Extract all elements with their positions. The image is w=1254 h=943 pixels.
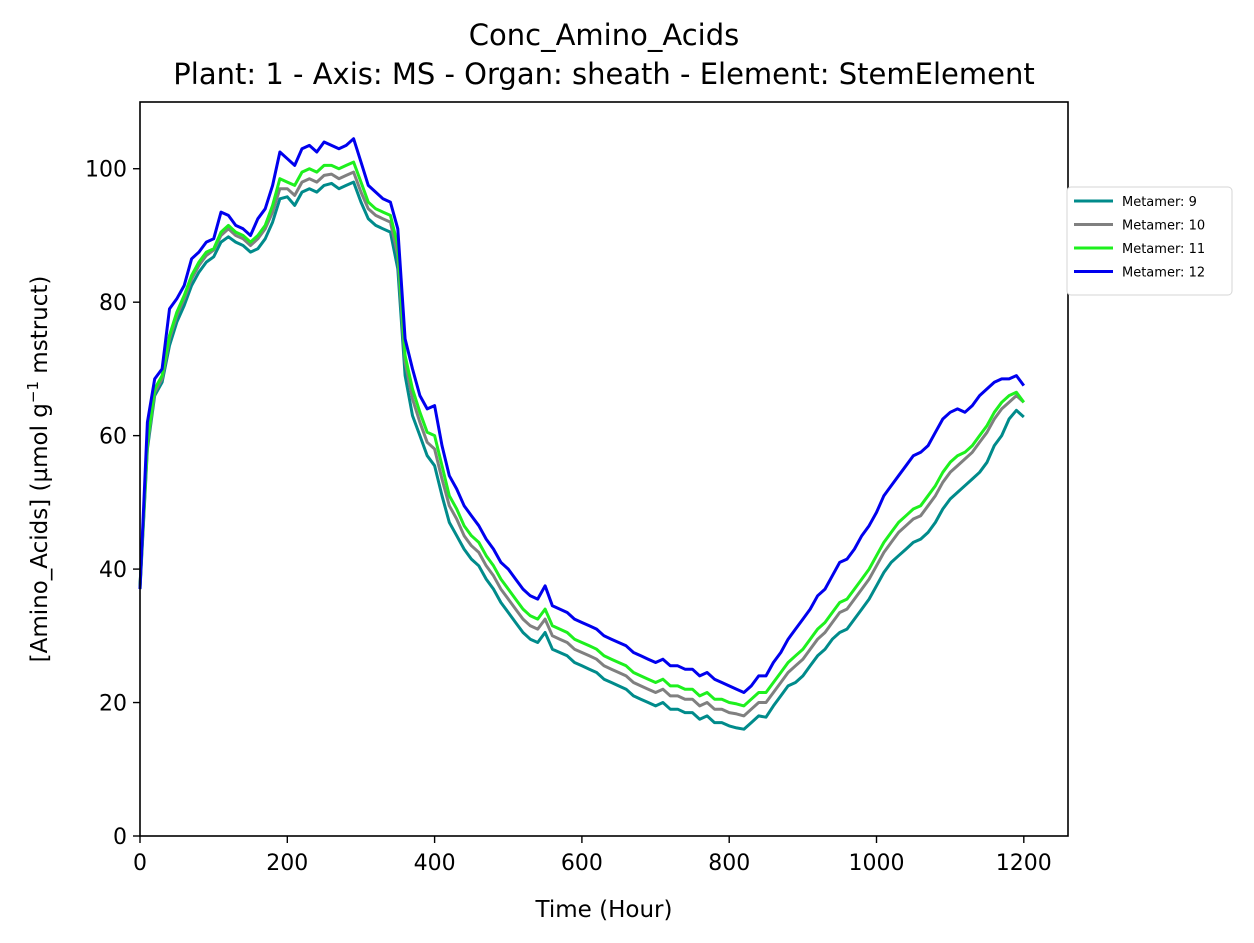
y-axis-label-superscript: −1 bbox=[24, 381, 42, 403]
x-tick-label: 600 bbox=[561, 851, 603, 876]
series-line-metamer-4 bbox=[138, 137, 1026, 694]
y-axis: 0 20 40 60 80 100 bbox=[85, 158, 140, 850]
plot-frame bbox=[139, 101, 1069, 837]
legend-label: Metamer: 11 bbox=[1122, 242, 1205, 257]
series-line-metamer-1 bbox=[138, 180, 1025, 731]
y-axis-label: [Amino_Acids] (µmol g−1 mstruct) bbox=[24, 276, 53, 663]
series-line-metamer-2 bbox=[138, 170, 1025, 718]
chart-subtitle: Plant: 1 - Axis: MS - Organ: sheath - El… bbox=[173, 57, 1034, 91]
legend-label: Metamer: 10 bbox=[1122, 219, 1205, 234]
y-tick-label: 0 bbox=[113, 825, 127, 850]
y-tick-label: 20 bbox=[99, 692, 127, 717]
y-axis-label-tail: mstruct) bbox=[27, 276, 53, 381]
x-tick-label: 200 bbox=[266, 851, 308, 876]
y-tick-label: 40 bbox=[99, 558, 127, 583]
legend-box bbox=[1066, 186, 1233, 296]
x-axis-label: Time (Hour) bbox=[535, 897, 673, 923]
x-axis: 0 200 400 600 800 1000 1200 bbox=[133, 836, 1052, 876]
series-layer bbox=[138, 137, 1026, 731]
x-tick-label: 0 bbox=[133, 851, 147, 876]
y-tick-label: 80 bbox=[99, 291, 127, 316]
y-tick-label: 60 bbox=[99, 425, 127, 450]
legend-label: Metamer: 9 bbox=[1122, 195, 1197, 210]
chart-title: Conc_Amino_Acids bbox=[469, 18, 739, 52]
legend-label: Metamer: 12 bbox=[1122, 266, 1205, 281]
y-tick-label: 100 bbox=[85, 158, 127, 183]
x-tick-label: 400 bbox=[414, 851, 456, 876]
x-tick-label: 1000 bbox=[849, 851, 905, 876]
legend: Metamer: 9 Metamer: 10 Metamer: 11 Metamer:… bbox=[1066, 186, 1233, 296]
x-tick-label: 1200 bbox=[996, 851, 1052, 876]
y-axis-label-main: [Amino_Acids] (µmol g bbox=[27, 403, 53, 662]
x-tick-label: 800 bbox=[708, 851, 750, 876]
series-line-metamer-3 bbox=[138, 160, 1026, 708]
